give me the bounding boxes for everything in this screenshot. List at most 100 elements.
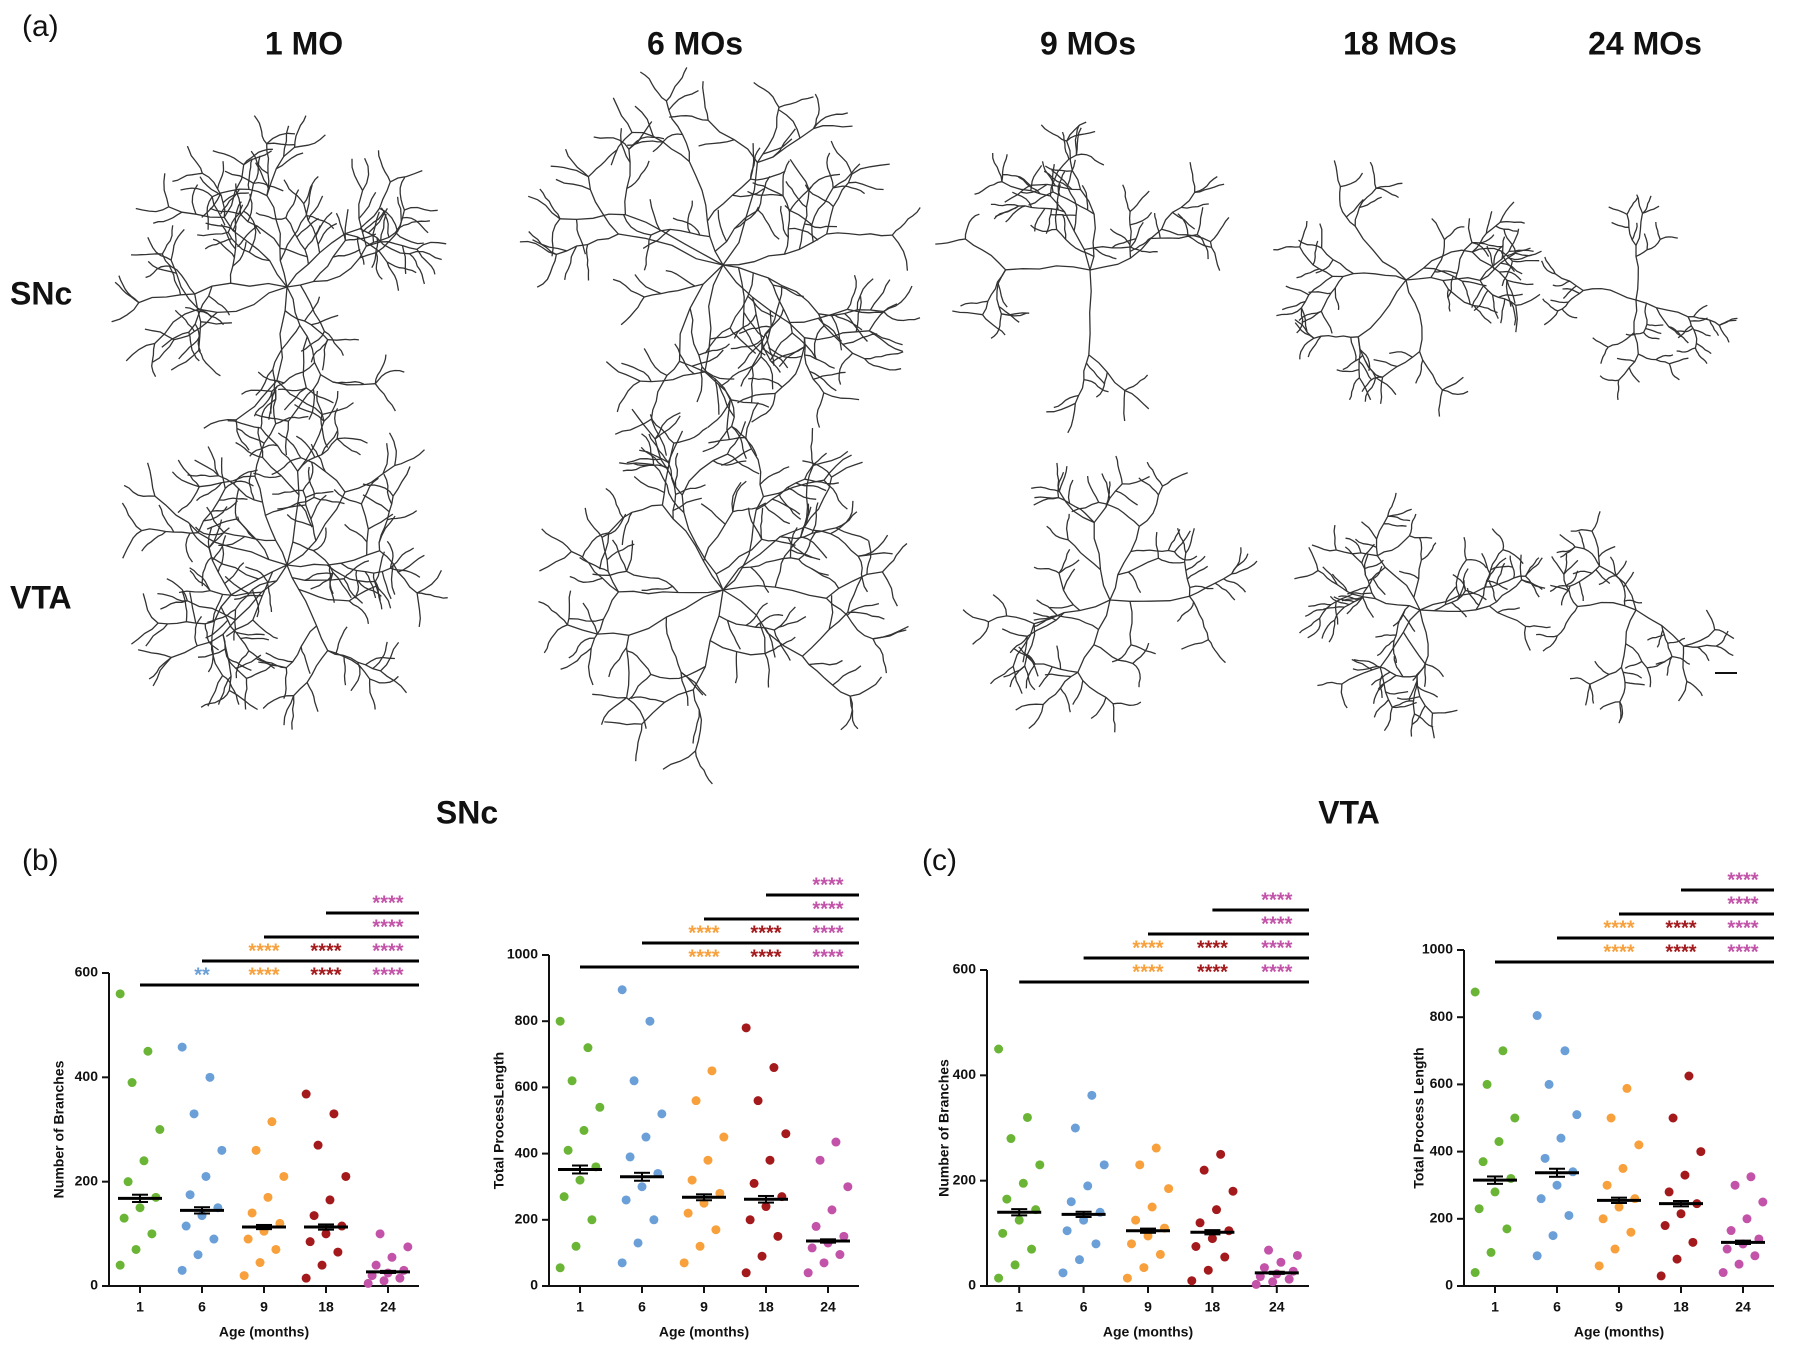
neurite bbox=[1508, 228, 1520, 252]
neurite bbox=[255, 368, 274, 396]
neurite bbox=[768, 347, 803, 359]
neurite bbox=[1058, 559, 1080, 574]
x-axis-label: Age (months) bbox=[219, 1324, 309, 1340]
x-axis-label: Age (months) bbox=[1574, 1324, 1664, 1340]
neurite bbox=[962, 609, 989, 623]
neurite bbox=[560, 647, 592, 670]
significance-stars: **** bbox=[1197, 937, 1228, 959]
neurite bbox=[1012, 666, 1023, 694]
neurite bbox=[147, 237, 172, 261]
neurite bbox=[1383, 523, 1407, 527]
neurite bbox=[1502, 549, 1524, 565]
neurite bbox=[367, 513, 394, 530]
data-point bbox=[1552, 1180, 1562, 1190]
neurite bbox=[751, 297, 763, 357]
neurite bbox=[1412, 663, 1426, 682]
neurite bbox=[201, 556, 212, 587]
neurite bbox=[1607, 332, 1635, 348]
neurite bbox=[1379, 675, 1383, 698]
neurite bbox=[773, 606, 796, 631]
neurite bbox=[1549, 584, 1571, 593]
neurite bbox=[1683, 629, 1716, 647]
neurite bbox=[1294, 318, 1315, 339]
neurite bbox=[1624, 681, 1645, 686]
neurite bbox=[564, 245, 578, 281]
y-tick-label: 800 bbox=[515, 1012, 539, 1028]
neurite bbox=[286, 228, 361, 288]
neurite bbox=[1668, 363, 1680, 381]
data-point bbox=[1018, 1178, 1028, 1188]
neurite bbox=[665, 100, 690, 162]
neurite bbox=[847, 577, 863, 613]
neurite bbox=[825, 597, 874, 640]
neurite bbox=[283, 387, 307, 411]
data-point bbox=[1087, 1090, 1097, 1100]
neurite bbox=[1111, 238, 1136, 249]
neurite bbox=[305, 387, 334, 404]
neurite bbox=[399, 220, 430, 229]
neurite bbox=[1550, 299, 1569, 304]
neurite bbox=[632, 462, 667, 469]
significance-stars: **** bbox=[688, 946, 719, 968]
column-header: 24 MOs bbox=[1588, 25, 1702, 61]
neurite bbox=[868, 330, 904, 353]
neurite bbox=[153, 211, 183, 224]
neurite bbox=[1028, 191, 1054, 206]
neurite bbox=[302, 336, 308, 389]
neurite bbox=[1033, 599, 1111, 625]
neurite bbox=[773, 616, 807, 631]
data-point bbox=[1478, 1157, 1488, 1167]
neurite bbox=[1313, 334, 1359, 339]
neurite bbox=[279, 215, 307, 261]
data-point bbox=[1722, 1244, 1732, 1254]
neurite bbox=[1562, 285, 1577, 299]
neurite bbox=[601, 537, 620, 593]
neurite bbox=[696, 366, 703, 403]
neurite bbox=[253, 115, 268, 145]
neurite bbox=[1635, 299, 1689, 318]
neurite bbox=[194, 282, 288, 295]
data-point bbox=[757, 1251, 767, 1261]
neurite bbox=[293, 650, 329, 697]
data-point bbox=[1544, 1079, 1554, 1089]
neurite bbox=[1392, 701, 1417, 709]
neurite bbox=[701, 366, 735, 380]
neurite bbox=[372, 573, 381, 601]
neurite bbox=[1402, 631, 1426, 665]
neurite bbox=[188, 332, 200, 362]
neurite bbox=[304, 572, 332, 581]
neurite bbox=[198, 349, 221, 377]
neurite bbox=[730, 339, 763, 350]
neurite bbox=[1496, 562, 1506, 585]
neurite bbox=[626, 697, 647, 729]
neurite bbox=[310, 443, 326, 472]
neurite bbox=[1488, 605, 1526, 627]
neurite bbox=[360, 503, 369, 556]
neurite bbox=[197, 532, 288, 566]
neurite bbox=[698, 343, 730, 356]
neurite bbox=[1423, 267, 1463, 282]
neurite bbox=[232, 183, 255, 231]
neurite bbox=[180, 187, 213, 198]
neurite bbox=[266, 195, 288, 288]
data-point bbox=[271, 1244, 281, 1254]
y-tick-label: 600 bbox=[75, 964, 99, 980]
neurite bbox=[804, 330, 870, 341]
data-point bbox=[185, 1190, 195, 1200]
neurite bbox=[1354, 187, 1377, 227]
neurite bbox=[1454, 242, 1473, 280]
neurite bbox=[395, 232, 424, 245]
neurite bbox=[144, 328, 175, 341]
neurite bbox=[625, 214, 724, 266]
neurite bbox=[1071, 501, 1099, 513]
row-label: VTA bbox=[10, 579, 72, 615]
neurite bbox=[1563, 559, 1579, 575]
neurite bbox=[1635, 239, 1661, 257]
neurite bbox=[661, 442, 675, 506]
neurite bbox=[1402, 613, 1416, 633]
data-point bbox=[139, 1156, 149, 1166]
neurite bbox=[872, 638, 888, 674]
neurite bbox=[1443, 226, 1465, 241]
data-point bbox=[773, 1231, 783, 1241]
neurite bbox=[1574, 546, 1601, 567]
